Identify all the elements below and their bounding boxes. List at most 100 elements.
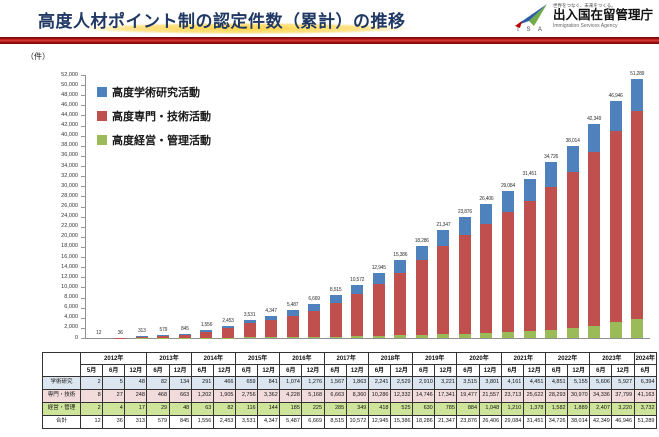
table-month-header: 6月 (146, 364, 170, 377)
bar-segment-専門・技術 (566, 171, 579, 329)
bar-segment-専門・技術 (222, 327, 234, 338)
table-cell: 12,332 (389, 389, 414, 403)
table-year-header: 2015年 (234, 352, 281, 365)
table-cell: 884 (456, 402, 480, 416)
y-axis-tick-mark (81, 105, 85, 107)
y-axis-tick-mark (81, 135, 85, 137)
table-cell: 4,228 (279, 389, 303, 403)
bar-segment-専門・技術 (286, 315, 299, 338)
table-cell: 46,946 (611, 415, 635, 429)
bar-segment-専門・技術 (588, 152, 601, 326)
bar-total-label: 31,451 (522, 170, 537, 177)
table-cell: 31,451 (522, 415, 546, 429)
table-cell: 29,084 (500, 415, 524, 429)
bar-segment-専門・技術 (394, 272, 407, 336)
y-axis-tick-mark (81, 317, 85, 319)
table-cell: 1,202 (190, 389, 214, 403)
table-cell: 2,241 (367, 376, 391, 390)
table-cell: 10,572 (345, 415, 369, 429)
bar-segment-経営・管理 (243, 337, 256, 338)
bar-segment-専門・技術 (415, 260, 428, 335)
bar-segment-学術研究 (609, 100, 622, 131)
y-axis-tick-mark (81, 95, 85, 97)
y-axis-tick-label: 42,000 (61, 122, 78, 129)
table-month-header: 12月 (257, 364, 281, 377)
y-axis-tick-label: 28,000 (61, 192, 78, 199)
table-cell: 82 (146, 376, 170, 390)
bar-segment-経営・管理 (372, 335, 385, 338)
bar-segment-専門・技術 (200, 331, 213, 338)
table-cell: 6,663 (323, 389, 347, 403)
table-cell: 42,349 (589, 415, 613, 429)
table-cell: 6,394 (633, 376, 658, 390)
bar-segment-経営・管理 (415, 334, 428, 338)
y-axis-tick-label: 52,000 (61, 71, 78, 78)
y-axis-tick-mark (81, 257, 85, 259)
table-cell: 2,910 (412, 376, 436, 390)
bar-total-label: 313 (137, 328, 146, 335)
bar-total-label: 12,945 (371, 264, 386, 271)
y-axis-tick-label: 16,000 (61, 253, 78, 260)
y-axis-tick-label: 50,000 (61, 81, 78, 88)
table-month-header: 6月 (367, 364, 391, 377)
table-month-header: 6月 (633, 364, 658, 377)
table-month-header: 6月 (323, 364, 347, 377)
table-cell: 5,155 (567, 376, 591, 390)
bar-segment-経営・管理 (329, 336, 342, 338)
y-axis-tick-mark (81, 236, 85, 238)
stacked-bar-chart: 高度学術研究活動 高度専門・技術活動 高度経営・管理活動 0 2,000 4,000 6,… (0, 60, 659, 352)
table-cell: 1,276 (301, 376, 325, 390)
bar-segment-経営・管理 (545, 329, 558, 338)
y-axis-tick-label: 46,000 (61, 101, 78, 108)
table-cell: 12 (79, 415, 104, 429)
y-axis-tick-mark (81, 75, 85, 76)
y-axis-tick-label: 2,000 (64, 324, 78, 331)
table-month-header: 12月 (389, 364, 414, 377)
red-divider (0, 37, 659, 44)
bar-total-label: 18,286 (414, 237, 429, 244)
y-axis-tick-label: 12,000 (61, 273, 78, 280)
bar-segment-専門・技術 (372, 283, 385, 336)
bar-segment-専門・技術 (609, 130, 622, 322)
y-axis-tick-label: 22,000 (61, 223, 78, 230)
table-cell: 1,905 (212, 389, 236, 403)
bar-total-label: 579 (159, 327, 168, 334)
bar-segment-学術研究 (308, 304, 321, 311)
bar-total-label: 5,487 (286, 302, 299, 309)
bar-segment-専門・技術 (545, 186, 558, 330)
paper-plane-icon (514, 4, 547, 28)
table-corner-cell (42, 352, 81, 377)
bar-total-label: 3,531 (243, 312, 256, 319)
legend-label: 高度経営・管理活動 (112, 135, 211, 147)
table-cell: 51,289 (633, 415, 658, 429)
table-cell: 27 (102, 389, 126, 403)
table-cell: 5,927 (611, 376, 635, 390)
table-row: 学術研究 2 5 48 82 134 291 466 659 841 1,074 1,276 1,567… (42, 376, 658, 390)
x-axis-line (85, 338, 650, 339)
bar-segment-学術研究 (458, 217, 471, 235)
bar-segment-学術研究 (329, 294, 342, 303)
bar-segment-経営・管理 (631, 319, 644, 338)
legend-item: 高度経営・管理活動 (97, 132, 211, 148)
y-axis-tick-mark (81, 297, 85, 299)
table-cell: 23,713 (500, 389, 524, 403)
table-cell: 5,606 (589, 376, 613, 390)
bar-segment-専門・技術 (157, 335, 170, 338)
table-cell: 1,378 (522, 402, 546, 416)
table-row-label: 学術研究 (42, 376, 81, 390)
table-cell: 1,556 (190, 415, 214, 429)
bar-total-label: 15,386 (393, 252, 408, 259)
table-year-header: 2018年 (367, 352, 414, 365)
y-axis-tick-label: 24,000 (61, 213, 78, 220)
bar-total-label: 21,347 (436, 222, 451, 229)
table-cell: 17,341 (434, 389, 458, 403)
bar-segment-学術研究 (545, 162, 558, 187)
table-cell: 225 (301, 402, 325, 416)
table-cell: 2 (79, 402, 104, 416)
y-axis-tick-mark (81, 145, 85, 147)
table-month-header: 12月 (434, 364, 458, 377)
bar-total-label: 10,572 (350, 276, 365, 283)
bar-segment-学術研究 (243, 320, 256, 324)
table-month-header: 12月 (345, 364, 369, 377)
